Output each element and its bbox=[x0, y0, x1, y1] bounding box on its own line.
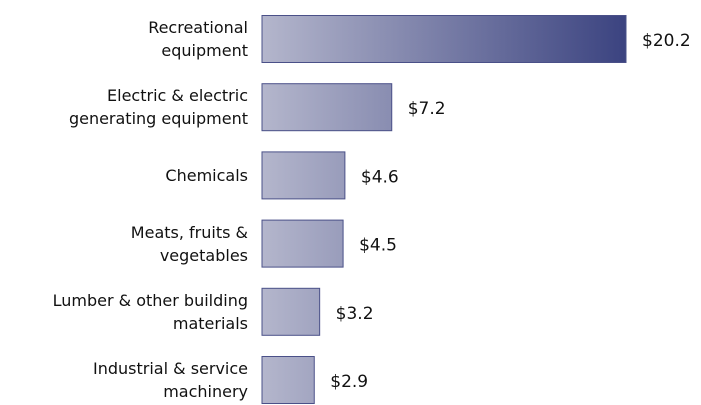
bar bbox=[261, 83, 393, 132]
category-label: Chemicals bbox=[165, 165, 248, 185]
value-label: $7.2 bbox=[408, 99, 446, 119]
category-label: Meats, fruits & vegetables bbox=[130, 222, 248, 265]
value-label: $4.5 bbox=[359, 236, 397, 256]
bar bbox=[261, 219, 344, 268]
value-label: $20.2 bbox=[642, 31, 691, 51]
bar bbox=[261, 15, 627, 63]
value-label: $3.2 bbox=[336, 304, 374, 324]
category-label: Recreational equipment bbox=[148, 18, 248, 60]
category-label: Industrial & service machinery bbox=[93, 359, 248, 401]
bar bbox=[261, 151, 346, 200]
bar bbox=[261, 356, 315, 404]
bar bbox=[261, 287, 321, 336]
value-label: $4.6 bbox=[361, 167, 399, 187]
category-label: Lumber & other building materials bbox=[52, 290, 248, 333]
value-label: $2.9 bbox=[330, 372, 368, 392]
category-label: Electric & electric generating equipment bbox=[68, 86, 248, 129]
